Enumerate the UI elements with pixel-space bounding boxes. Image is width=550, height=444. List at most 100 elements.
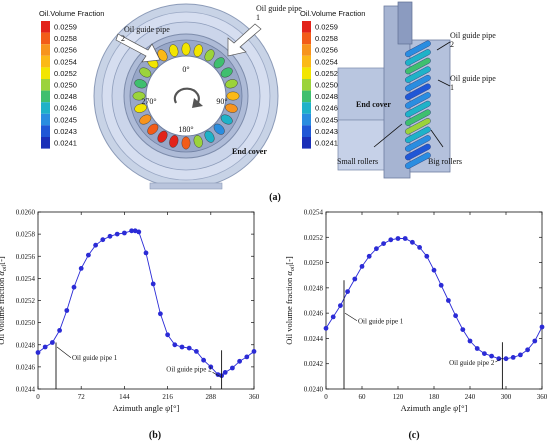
legend-value: 0.0248 (54, 92, 77, 101)
data-point (467, 338, 473, 344)
data-point (237, 358, 243, 364)
data-point (330, 314, 336, 320)
y-tick-label: 0.0242 (304, 360, 324, 368)
legend-swatch (41, 67, 50, 79)
legend-swatch (302, 79, 311, 91)
data-point (244, 354, 250, 360)
x-tick-label: 60 (359, 393, 367, 401)
legend-swatch (302, 90, 311, 103)
legend-swatch (41, 21, 50, 33)
legend-value: 0.0246 (54, 104, 77, 113)
data-point (150, 281, 156, 287)
legend-swatch (302, 102, 311, 114)
legend-value: 0.0243 (315, 127, 338, 136)
roller (405, 74, 431, 92)
data-point (460, 327, 466, 332)
data-point (86, 252, 91, 258)
roller (134, 103, 147, 113)
data-point (122, 230, 127, 236)
data-point (165, 332, 171, 338)
legend-value: 0.0250 (315, 81, 338, 90)
data-point (395, 236, 401, 241)
data-point (446, 298, 451, 303)
legend-swatch (41, 79, 50, 91)
legend-right: Oil.Volume Fraction 0.0259 0.0258 0.0256 0.… (300, 9, 365, 149)
roller (405, 126, 431, 144)
small-rollers-label: Small rollers (337, 157, 378, 166)
roller (181, 136, 191, 150)
legend-swatch (302, 113, 311, 126)
roller (169, 44, 179, 57)
y-tick-label: 0.0246 (16, 363, 36, 371)
legend-value: 0.0248 (315, 92, 338, 101)
side-view-render (337, 1, 451, 179)
side-view-rollers (405, 40, 431, 169)
legend-swatch (41, 44, 50, 56)
front-end-cover-label: End cover (232, 147, 267, 156)
data-point (100, 237, 106, 243)
roller (405, 100, 431, 118)
data-point (251, 349, 257, 354)
x-tick-label: 0 (36, 393, 40, 401)
data-point (402, 236, 408, 241)
legend-swatch (41, 55, 50, 68)
y-tick-label: 0.0244 (304, 335, 324, 343)
roller (204, 49, 215, 62)
roller (405, 66, 431, 83)
data-point (158, 311, 163, 317)
legend-swatch (41, 125, 50, 137)
data-point (57, 328, 62, 333)
pipe1-leader (344, 312, 358, 322)
roller (405, 117, 431, 135)
pipe1-annotation: Oil guide pipe 1 (72, 354, 118, 362)
data-point (71, 284, 77, 290)
y-tick-label: 0.0248 (304, 284, 324, 292)
front-view-rollers (132, 42, 240, 150)
data-point (474, 346, 480, 351)
side-end-cover-label: End cover (356, 100, 391, 109)
legend-value: 0.0258 (315, 34, 338, 43)
data-point (107, 233, 113, 239)
plot-frame (325, 211, 543, 390)
legend-title-right: Oil.Volume Fraction (300, 9, 365, 18)
data-point (510, 355, 516, 360)
roller (405, 143, 431, 161)
front-view-render (93, 3, 279, 190)
legend-swatch (302, 32, 311, 45)
y-tick-label: 0.0248 (16, 341, 36, 349)
data-point (338, 303, 343, 308)
legend-value: 0.0258 (54, 34, 77, 43)
y-tick-label: 0.0254 (304, 209, 324, 217)
legend-value: 0.0241 (54, 139, 77, 148)
data-point (431, 267, 437, 273)
y-tick-label: 0.0250 (16, 319, 36, 327)
y-tick-label: 0.0258 (16, 231, 36, 239)
y-tick-label: 0.0246 (304, 310, 324, 318)
angle-270-label: 270° (141, 97, 156, 106)
y-axis-label: Oil volume fraction αoil[-] (284, 256, 296, 345)
data-point (496, 356, 502, 362)
legend-swatch (41, 32, 50, 45)
x-tick-label: 72 (78, 393, 86, 401)
legend-value: 0.0254 (315, 57, 338, 66)
y-tick-label: 0.0254 (16, 275, 36, 283)
legend-value: 0.0256 (54, 46, 77, 55)
legend-swatch (302, 55, 311, 68)
data-point (489, 353, 494, 359)
side-label-pipe2: Oil guide pipe 2 (450, 31, 496, 49)
roller (405, 152, 431, 169)
data-point (374, 246, 379, 252)
legend-value: 0.0259 (54, 23, 77, 32)
roller (139, 114, 152, 125)
caption-b: (b) (149, 430, 161, 441)
data-point (201, 357, 207, 363)
roller (193, 135, 203, 148)
data-point (172, 342, 178, 348)
caption-a: (a) (269, 192, 281, 203)
big-rollers-label: Big rollers (428, 157, 462, 166)
side-label-pipe1: Oil guide pipe 1 (450, 74, 496, 92)
roller (405, 135, 431, 152)
data-point (179, 344, 185, 350)
roller (405, 49, 431, 66)
